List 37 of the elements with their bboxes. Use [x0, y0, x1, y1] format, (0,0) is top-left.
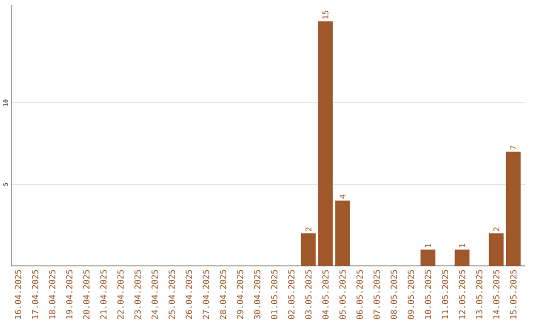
bar — [420, 250, 436, 266]
bar — [454, 250, 470, 266]
x-tick-label: 08.05.2025 — [390, 270, 397, 320]
x-tick-label: 19.04.2025 — [66, 270, 72, 319]
x-tick-label: 01.05.2025 — [271, 270, 278, 320]
x-tick-label: 15.05.2025 — [510, 270, 516, 319]
x-tick-label: 06.05.2025 — [356, 270, 363, 320]
x-tick-label: 04.05.2025 — [322, 270, 329, 320]
x-tick-label: 12.05.2025 — [458, 270, 466, 319]
x-tick-label: 29.04.2025 — [236, 270, 244, 320]
bar — [506, 152, 521, 266]
x-tick-label: 17.04.2025 — [32, 270, 38, 319]
x-tick-label: 23.04.2025 — [134, 270, 141, 320]
x-tick-label: 05.05.2025 — [339, 270, 346, 320]
x-tick-label: 14.05.2025 — [493, 270, 500, 319]
x-tick-label: 28.04.2025 — [220, 270, 226, 320]
x-tick-label: 07.05.2025 — [374, 270, 380, 320]
x-tick-label: 26.04.2025 — [186, 270, 192, 320]
x-tick-label: 30.04.2025 — [254, 270, 260, 320]
x-tick-label: 21.04.2025 — [100, 270, 107, 320]
x-tick-label: 20.04.2025 — [83, 270, 90, 320]
x-tick-label: 18.04.2025 — [49, 270, 56, 319]
x-tick-label: 24.04.2025 — [152, 270, 158, 320]
bar — [300, 233, 316, 266]
bar — [335, 200, 350, 266]
bar — [318, 21, 333, 266]
x-tick-label: 10.05.2025 — [424, 270, 432, 319]
x-tick-label: 03.05.2025 — [305, 270, 312, 320]
x-tick-label: 09.05.2025 — [408, 270, 414, 320]
x-tick-label: 16.04.2025 — [14, 270, 22, 319]
x-tick-label: 22.04.2025 — [117, 270, 124, 320]
x-tick-label: 11.05.2025 — [442, 270, 448, 319]
x-tick-label: 02.05.2025 — [288, 270, 294, 320]
x-tick-label: 13.05.2025 — [476, 270, 482, 319]
x-tick-label: 25.04.2025 — [168, 270, 175, 320]
x-tick-label: 27.04.2025 — [202, 270, 210, 320]
bar — [488, 233, 504, 266]
